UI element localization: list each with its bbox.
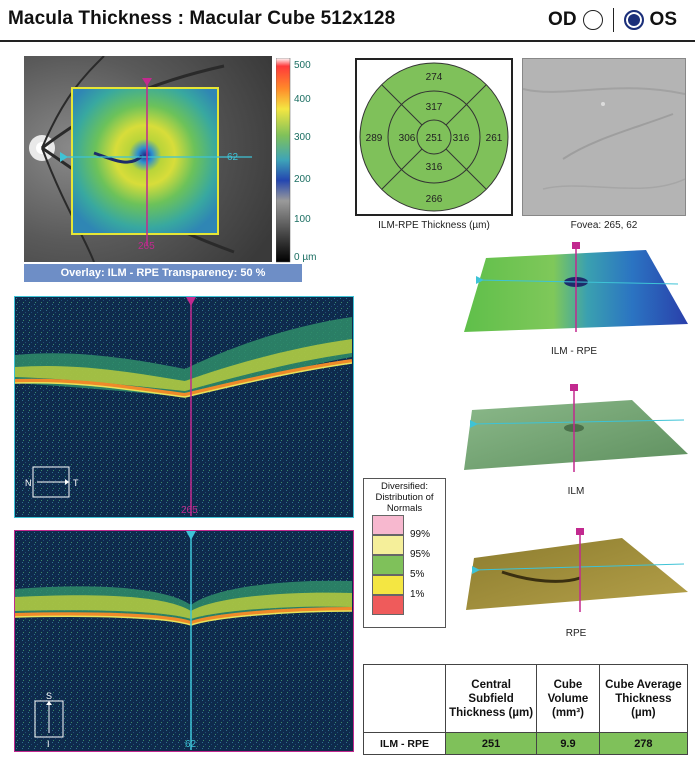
etdrs-outer-nasal: 289 bbox=[366, 133, 383, 144]
header-cube-volume: Cube Volume (mm³) bbox=[536, 664, 600, 733]
fundus-thickness-map[interactable]: 62 265 bbox=[24, 56, 272, 262]
fovea-caption: Fovea: 265, 62 bbox=[570, 220, 638, 231]
scale-tick-100: 100 bbox=[294, 214, 311, 225]
legend-swatch-95-99 bbox=[372, 535, 404, 555]
scale-tick-200: 200 bbox=[294, 174, 311, 185]
etdrs-center: 251 bbox=[426, 133, 443, 144]
surface-ilm-caption: ILM bbox=[567, 486, 585, 497]
fundus-v-marker-value: 265 bbox=[138, 241, 155, 252]
legend-level-1: 1% bbox=[410, 589, 425, 600]
orient-s: S bbox=[46, 691, 52, 701]
surface-ilm[interactable] bbox=[462, 380, 690, 476]
scale-tick-500: 500 bbox=[294, 60, 311, 71]
od-radio[interactable] bbox=[582, 10, 603, 30]
thickness-color-scale: 500 400 300 200 100 0 µm bbox=[276, 58, 324, 264]
surface-rpe-caption: RPE bbox=[565, 628, 587, 639]
legend-level-99: 99% bbox=[410, 529, 431, 540]
scale-tick-0: 0 µm bbox=[294, 252, 316, 263]
scale-tick-300: 300 bbox=[294, 132, 311, 143]
fovea-fundus-image[interactable] bbox=[522, 58, 686, 216]
etdrs-outer-temporal: 261 bbox=[486, 133, 503, 144]
metrics-data-row: ILM - RPE 251 9.9 278 bbox=[363, 732, 689, 755]
etdrs-outer-superior: 274 bbox=[426, 72, 443, 83]
orient-n: N bbox=[25, 478, 32, 488]
etdrs-inner-inferior: 316 bbox=[426, 162, 443, 173]
value-cube-volume: 9.9 bbox=[536, 732, 600, 755]
fundus-h-marker-value: 62 bbox=[227, 152, 239, 163]
eye-divider bbox=[612, 8, 614, 32]
surface-ilm-rpe[interactable] bbox=[458, 240, 690, 336]
eye-selector: OD OS bbox=[548, 8, 677, 32]
etdrs-outer-inferior: 266 bbox=[426, 194, 443, 205]
legend-title: Diversified: Distribution of Normals bbox=[375, 481, 434, 514]
header-central-subfield: Central Subfield Thickness (µm) bbox=[444, 664, 538, 733]
etdrs-inner-nasal: 306 bbox=[399, 133, 416, 144]
os-radio[interactable] bbox=[623, 10, 644, 30]
metrics-header-row: Central Subfield Thickness (µm) Cube Vol… bbox=[363, 664, 689, 733]
report-header: Macula Thickness : Macular Cube 512x128 … bbox=[0, 0, 695, 42]
legend-swatch-above-99 bbox=[372, 515, 404, 535]
legend-level-95: 95% bbox=[410, 549, 431, 560]
row-label-ilm-rpe: ILM - RPE bbox=[363, 732, 446, 755]
etdrs-caption: ILM-RPE Thickness (µm) bbox=[378, 220, 490, 231]
bscan-horizontal[interactable]: 265 N T bbox=[14, 296, 354, 518]
orient-i: I bbox=[47, 739, 50, 749]
bscan-v-slice-value: 62 bbox=[185, 739, 197, 750]
value-cube-average: 278 bbox=[598, 732, 689, 755]
legend-level-5: 5% bbox=[410, 569, 425, 580]
value-central-subfield: 251 bbox=[444, 732, 538, 755]
legend-swatch-5-95 bbox=[372, 555, 404, 575]
surface-ilm-rpe-caption: ILM - RPE bbox=[550, 346, 598, 357]
etdrs-thickness-grid: 251 317 306 316 316 274 289 261 266 bbox=[355, 58, 513, 216]
surface-rpe[interactable] bbox=[462, 524, 690, 616]
overlay-caption[interactable]: Overlay: ILM - RPE Transparency: 50 % bbox=[24, 264, 302, 282]
metrics-corner-cell bbox=[363, 664, 446, 733]
legend-swatch-1-5 bbox=[372, 575, 404, 595]
od-label: OD bbox=[548, 9, 577, 30]
report-title: Macula Thickness : Macular Cube 512x128 bbox=[8, 8, 396, 29]
normals-distribution-legend: Diversified: Distribution of Normals 99%… bbox=[363, 478, 446, 628]
thickness-metrics-table: Central Subfield Thickness (µm) Cube Vol… bbox=[363, 664, 689, 755]
header-cube-average: Cube Average Thickness (µm) bbox=[598, 664, 689, 733]
orient-t: T bbox=[73, 478, 79, 488]
scale-tick-400: 400 bbox=[294, 94, 311, 105]
legend-swatch-below-1 bbox=[372, 595, 404, 615]
etdrs-inner-superior: 317 bbox=[426, 102, 443, 113]
bscan-vertical[interactable]: 62 S I bbox=[14, 530, 354, 752]
bscan-h-slice-value: 265 bbox=[181, 505, 198, 516]
etdrs-inner-temporal: 316 bbox=[453, 133, 470, 144]
os-label: OS bbox=[649, 9, 677, 30]
